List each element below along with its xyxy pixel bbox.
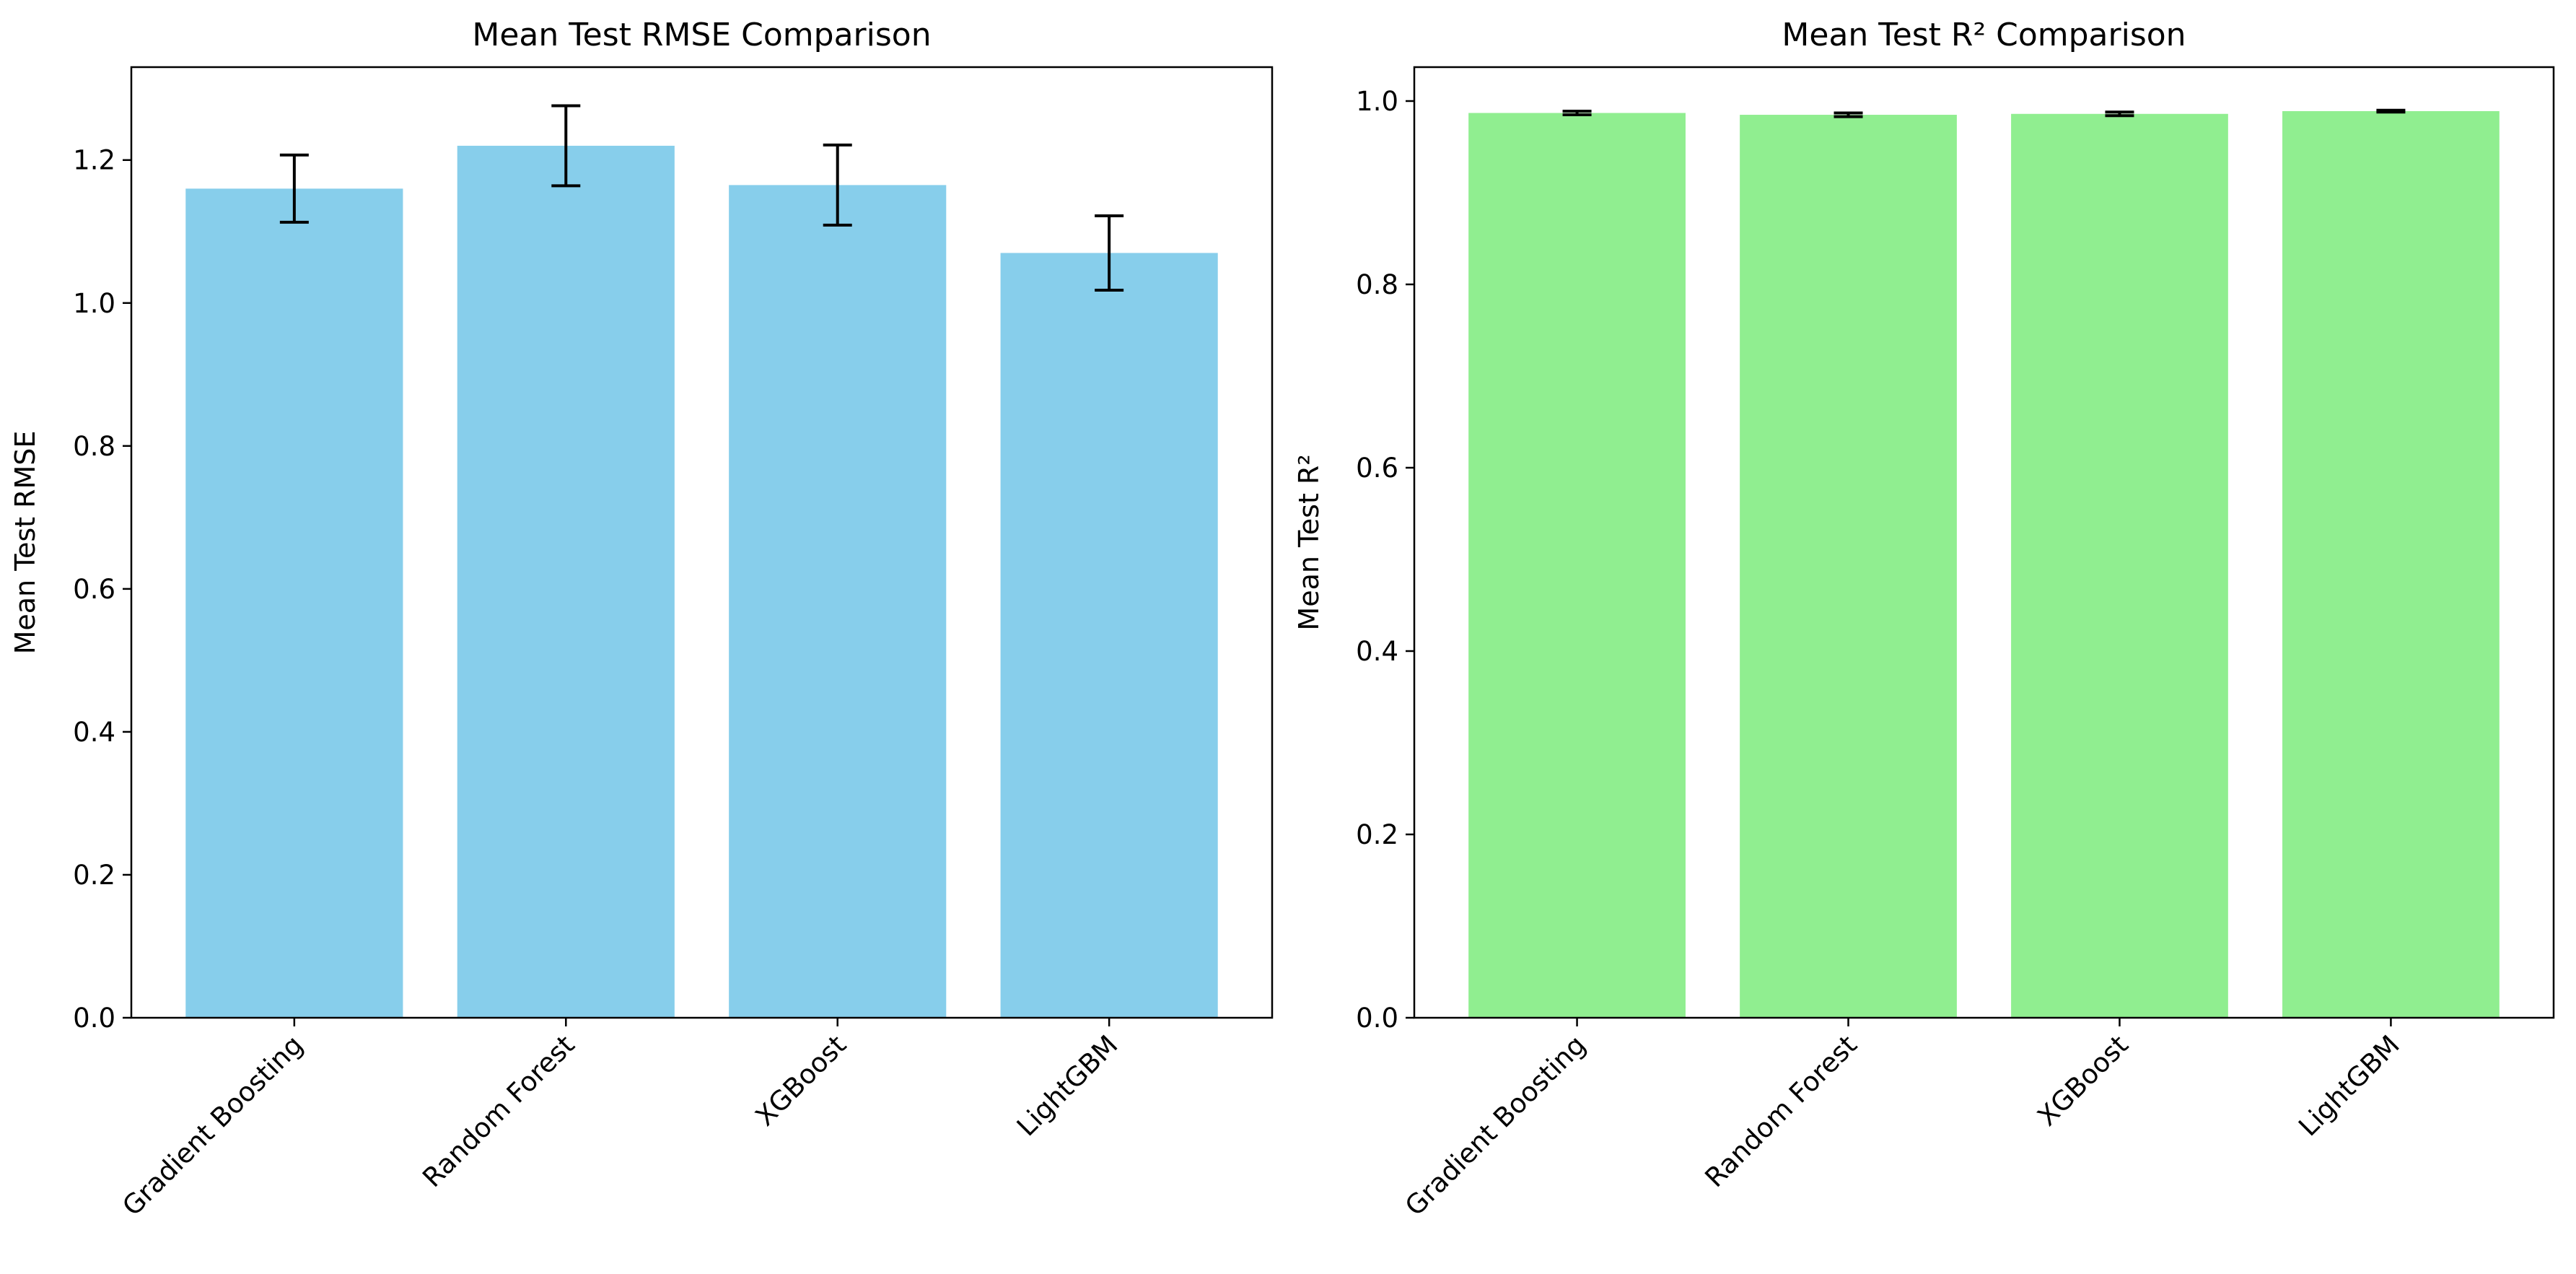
rmse-x-tick-label-3: LightGBM — [1011, 1029, 1124, 1143]
r2-x-tick-label-0: Gradient Boosting — [1399, 1029, 1592, 1222]
rmse-y-tick-label-1: 0.2 — [73, 860, 115, 891]
r2-bar-3 — [2282, 110, 2500, 1018]
rmse-y-tick-label-6: 1.2 — [73, 145, 115, 176]
r2-y-tick-label-1: 0.2 — [1356, 819, 1398, 850]
rmse-y-tick-label-4: 0.8 — [73, 431, 115, 462]
r2-y-axis-label: Mean Test R² — [1293, 454, 1325, 630]
rmse-x-tick-label-1: Random Forest — [416, 1029, 580, 1193]
r2-bar-0 — [1468, 113, 1686, 1018]
rmse-error-bar-0 — [279, 153, 309, 224]
rmse-x-tick-label-0: Gradient Boosting — [116, 1029, 309, 1222]
rmse-bar-1 — [457, 145, 675, 1018]
rmse-y-axis-label: Mean Test RMSE — [9, 431, 41, 655]
r2-y-tick-label-0: 0.0 — [1356, 1003, 1398, 1034]
rmse-axes-frame — [130, 66, 1274, 1019]
r2-error-bar-2 — [2105, 110, 2134, 118]
r2-chart-title: Mean Test R² Comparison — [1782, 17, 2186, 53]
rmse-error-bar-1 — [551, 104, 581, 188]
rmse-error-bar-3 — [1095, 214, 1124, 292]
r2-axes-frame — [1413, 66, 2555, 1019]
rmse-y-tick-label-2: 0.4 — [73, 717, 115, 748]
r2-error-bar-1 — [1834, 111, 1863, 118]
rmse-bar-2 — [729, 185, 947, 1018]
rmse-y-tick-label-0: 0.0 — [73, 1003, 115, 1034]
r2-y-tick-label-3: 0.6 — [1356, 453, 1398, 484]
rmse-y-tick-label-5: 1.0 — [73, 288, 115, 319]
rmse-bar-3 — [1000, 253, 1218, 1018]
r2-chart: Mean Test R² Comparison Mean Test R² 0.0 0.… — [1293, 17, 2555, 1222]
r2-bar-2 — [2011, 113, 2228, 1018]
r2-x-tick-label-1: Random Forest — [1699, 1029, 1863, 1193]
r2-x-tick-label-3: LightGBM — [2292, 1029, 2406, 1143]
r2-bar-1 — [1740, 115, 1957, 1018]
r2-y-tick-label-4: 0.8 — [1356, 269, 1398, 300]
rmse-y-tick-label-3: 0.6 — [73, 574, 115, 605]
rmse-error-bar-2 — [823, 143, 852, 227]
rmse-x-tick-label-2: XGBoost — [750, 1029, 852, 1132]
rmse-chart: Mean Test RMSE Comparison Mean Test RMSE 0… — [9, 17, 1274, 1222]
r2-error-bar-0 — [1562, 109, 1592, 117]
rmse-bar-0 — [185, 188, 403, 1018]
r2-error-bar-3 — [2376, 108, 2406, 114]
r2-y-tick-label-5: 1.0 — [1356, 86, 1398, 117]
rmse-chart-title: Mean Test RMSE Comparison — [472, 17, 931, 53]
r2-y-tick-label-2: 0.4 — [1356, 636, 1398, 667]
r2-x-tick-label-2: XGBoost — [2031, 1029, 2134, 1132]
